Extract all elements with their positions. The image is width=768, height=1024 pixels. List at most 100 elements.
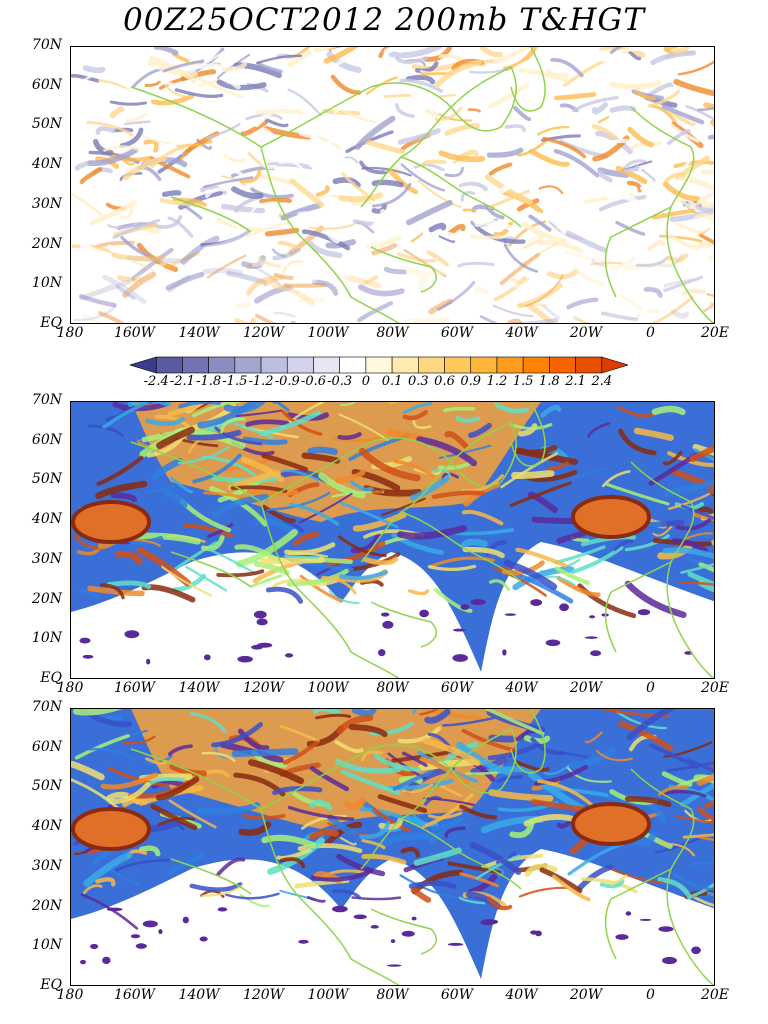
wind-streak	[235, 529, 298, 568]
wind-streak	[423, 709, 483, 721]
anomaly-streak	[410, 232, 424, 243]
wind-streak	[687, 571, 714, 588]
wind-streak	[299, 574, 343, 603]
anomaly-streak	[591, 124, 618, 141]
wind-streak	[282, 740, 320, 765]
anomaly-streak	[82, 65, 106, 74]
anomaly-streak	[395, 56, 428, 65]
anomaly-streak	[312, 47, 337, 52]
anomaly-streak	[632, 221, 666, 231]
wind-streak	[465, 770, 502, 775]
anomaly-streak	[647, 240, 666, 251]
anomaly-streak	[197, 47, 227, 66]
wind-speck	[390, 939, 396, 944]
wind-streak	[693, 511, 714, 522]
anomaly-streak	[665, 231, 700, 250]
anomaly-streak	[241, 255, 267, 269]
wind-streak	[659, 789, 707, 798]
wind-streak	[246, 488, 299, 497]
wind-streak	[156, 426, 195, 449]
wind-speck	[124, 630, 140, 639]
wind-streak	[662, 547, 714, 559]
wind-speck	[691, 946, 701, 955]
wind-streak	[618, 720, 674, 752]
coastline	[400, 511, 522, 583]
wind-streak	[106, 580, 152, 590]
anomaly-streak	[434, 59, 483, 88]
anomaly-streak	[79, 166, 103, 185]
colorbar-swatch	[339, 356, 367, 374]
coastline	[170, 196, 252, 233]
wind-streak	[649, 743, 699, 769]
wind-speck	[470, 599, 486, 606]
anomaly-streak	[290, 320, 296, 323]
anomaly-streak	[515, 303, 548, 307]
lat-label: 40N	[31, 156, 62, 173]
anomaly-streak	[234, 317, 257, 323]
wind-streak	[462, 546, 505, 559]
anomaly-streak	[136, 91, 157, 102]
wind-streak	[531, 516, 576, 525]
wind-streak	[247, 759, 305, 785]
wind-streak	[72, 709, 123, 716]
wind-streak	[318, 472, 366, 499]
wind-streak	[358, 820, 391, 839]
lat-label: 20N	[31, 897, 62, 914]
wind-streak	[686, 758, 714, 773]
anomaly-streak	[606, 192, 641, 207]
lon-label: 180	[56, 325, 84, 341]
anomaly-streak	[399, 78, 443, 93]
lat-label: 70N	[31, 392, 62, 408]
anomaly-streak	[615, 220, 646, 236]
wind-streak	[71, 760, 105, 781]
wind-streak	[488, 734, 517, 743]
colorbar-label: -0.6	[300, 374, 326, 389]
wind-streak	[87, 747, 135, 761]
wind-streak	[609, 874, 628, 886]
anomaly-streak	[558, 310, 590, 323]
wind-streak	[616, 405, 655, 418]
wind-speck	[625, 911, 632, 916]
anomaly-streak	[616, 292, 643, 311]
anomaly-streak	[109, 106, 125, 119]
anomaly-streak	[364, 139, 406, 155]
wind-streak	[197, 402, 257, 429]
colorbar-label: 0.9	[460, 374, 482, 389]
jet-max	[571, 802, 651, 846]
colorbar-label: -1.5	[222, 374, 248, 389]
wind-streak	[261, 453, 309, 472]
wind-streak	[523, 735, 551, 745]
anomaly-streak	[662, 115, 700, 143]
anomaly-streak	[257, 61, 283, 74]
wind-speck	[452, 654, 469, 662]
wind-streak	[400, 846, 421, 858]
anomaly-streak	[338, 192, 384, 203]
wind-speed-field-a	[71, 402, 714, 678]
anomaly-streak	[458, 260, 492, 271]
lon-label: 20E	[700, 680, 730, 696]
wind-streak	[399, 874, 460, 899]
anomaly-streak	[592, 102, 609, 115]
anomaly-streak	[330, 74, 362, 95]
anomaly-streak	[499, 252, 541, 286]
wind-streak	[539, 867, 583, 894]
anomaly-streak	[479, 47, 503, 58]
anomaly-streak	[159, 198, 205, 207]
wind-streak	[503, 559, 558, 591]
wind-streak	[96, 455, 144, 486]
anomaly-streak	[517, 67, 570, 83]
wind-streak	[442, 716, 495, 727]
anomaly-streak	[131, 247, 174, 282]
wind-streak	[272, 402, 290, 412]
wind-streak	[83, 851, 133, 887]
anomaly-streak	[590, 261, 623, 266]
anomaly-streak	[473, 286, 489, 295]
anomaly-streak	[277, 240, 302, 251]
anomaly-streak	[144, 226, 162, 234]
wind-speck	[102, 956, 111, 965]
anomaly-streak	[344, 156, 359, 164]
anomaly-streak	[572, 95, 619, 113]
anomaly-streak	[317, 136, 335, 145]
colorbar-swatch	[130, 356, 157, 374]
wind-streak	[166, 852, 205, 876]
